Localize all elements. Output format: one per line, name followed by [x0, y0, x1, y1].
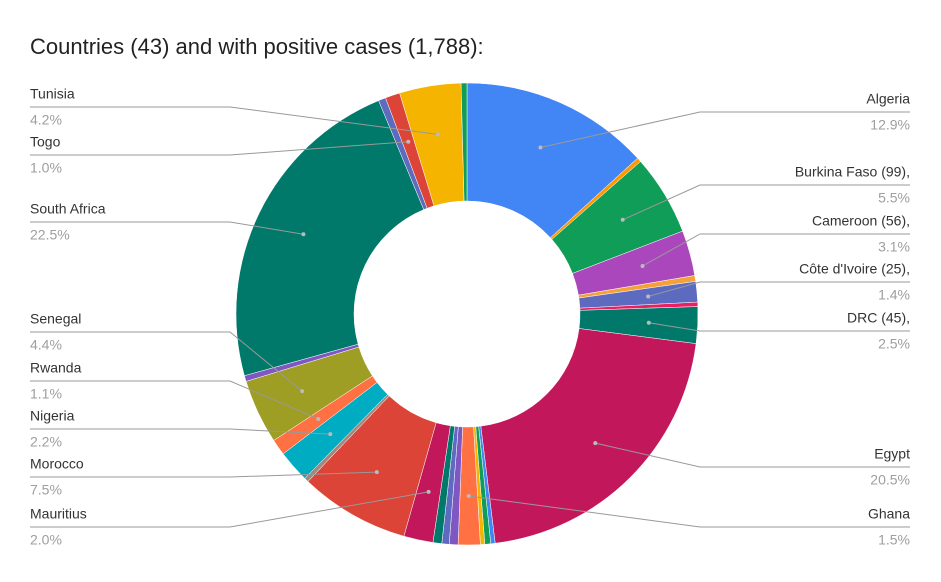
- slice: [460, 82, 468, 202]
- leader-dot: [328, 432, 333, 437]
- leader-line: [648, 322, 910, 332]
- leader-dot: [426, 489, 431, 494]
- slice-name: Ghana: [868, 506, 910, 522]
- chart-title: Countries (43) and with positive cases (…: [30, 34, 484, 59]
- slice-name: Morocco: [30, 456, 84, 472]
- slice-value: 1.5%: [878, 532, 910, 548]
- slice-value: 4.2%: [30, 112, 62, 128]
- slice-name: Nigeria: [30, 408, 75, 424]
- slice: [480, 328, 697, 544]
- slice-value: 5.5%: [878, 190, 910, 206]
- leader-dot: [301, 232, 306, 237]
- slice-name: Tunisia: [30, 86, 75, 102]
- slice-value: 7.5%: [30, 482, 62, 498]
- leader-line: [30, 380, 319, 420]
- leader-dot: [620, 217, 625, 222]
- slice-name: Rwanda: [30, 360, 82, 376]
- leader-dot: [538, 145, 543, 150]
- leader-dot: [593, 441, 598, 446]
- leader-dot: [316, 416, 321, 421]
- slice-name: Cameroon (56),: [812, 213, 910, 229]
- leader-dot: [466, 493, 471, 498]
- leader-line: [622, 184, 910, 221]
- leader-line: [540, 111, 910, 148]
- leader-dot: [406, 139, 411, 144]
- slice-name: Togo: [30, 134, 61, 150]
- slice-value: 1.1%: [30, 386, 62, 402]
- leader-line: [30, 141, 409, 156]
- slice-name: Egypt: [874, 446, 910, 462]
- leader-line: [642, 233, 910, 267]
- leader-dot: [640, 263, 645, 268]
- slice-value: 1.0%: [30, 160, 62, 176]
- slice-value: 2.0%: [30, 532, 62, 548]
- slice-name: South Africa: [30, 201, 106, 217]
- leader-dot: [300, 389, 305, 394]
- slice-name: Algeria: [866, 91, 910, 107]
- slice-value: 2.2%: [30, 434, 62, 450]
- slice-value: 1.4%: [878, 287, 910, 303]
- leader-line: [648, 281, 910, 297]
- leader-dot: [374, 470, 379, 475]
- slice-value: 22.5%: [30, 227, 70, 243]
- leader-line: [30, 491, 429, 528]
- leader-dot: [646, 294, 651, 299]
- leader-dot: [646, 320, 651, 325]
- slice-name: Mauritius: [30, 506, 87, 522]
- slice-name: Côte d'Ivoire (25),: [799, 261, 910, 277]
- slice-name: Burkina Faso (99),: [795, 164, 910, 180]
- slice-value: 3.1%: [878, 239, 910, 255]
- slice-value: 12.9%: [870, 117, 910, 133]
- leader-line: [30, 221, 304, 235]
- leader-line: [30, 331, 303, 392]
- leader-dot: [435, 132, 440, 137]
- leader-line: [30, 106, 438, 135]
- slice: [235, 100, 425, 377]
- leader-line: [30, 471, 377, 478]
- slice-value: 2.5%: [878, 336, 910, 352]
- slice-name: Senegal: [30, 311, 81, 327]
- slice-name: DRC (45),: [847, 310, 910, 326]
- slice-value: 20.5%: [870, 472, 910, 488]
- leader-line: [595, 442, 910, 468]
- leader-line: [30, 428, 331, 435]
- slice: [466, 82, 638, 239]
- leader-line: [468, 495, 910, 528]
- slice-value: 4.4%: [30, 337, 62, 353]
